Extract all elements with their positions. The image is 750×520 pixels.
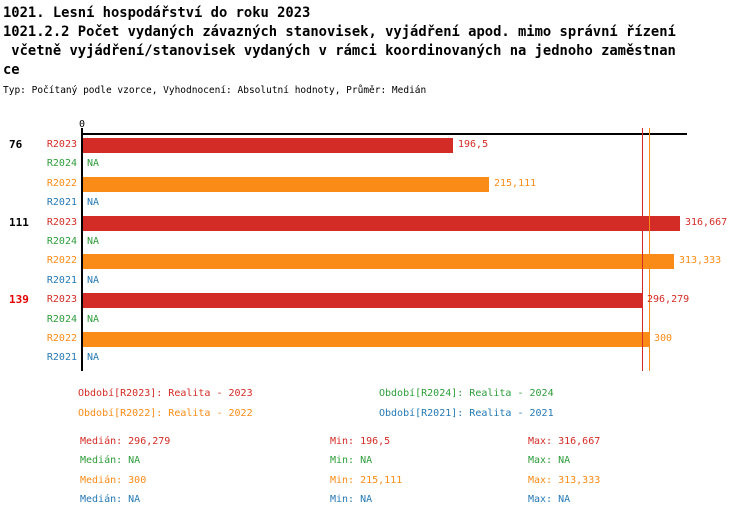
series-tick-label: R2022 <box>46 255 77 267</box>
min-stat-blue: Min: NA <box>330 494 373 505</box>
x-axis-zero-tick-label: 0 <box>78 119 86 130</box>
series-tick-label: R2022 <box>46 333 77 344</box>
series-tick-label: R2021 <box>46 352 77 364</box>
max-stat-green: Max: NA <box>528 455 571 466</box>
x-axis-line <box>81 133 687 135</box>
group-label: 139 <box>9 293 29 307</box>
max-stat-orange: Max: 313,333 <box>528 475 601 486</box>
bar-r2022-group2 <box>83 254 674 270</box>
chart-subtitle: Typ: Počítaný podle vzorce, Vyhodnocení:… <box>3 85 427 96</box>
chart-title-line4: ce <box>3 62 20 78</box>
chart-title-line3: včetně vyjádření/stanovisek vydaných v r… <box>3 43 676 59</box>
max-stat-red: Max: 316,667 <box>528 436 601 447</box>
series-tick-label: R2023 <box>46 139 77 150</box>
median-stat-orange: Medián: 300 <box>80 475 147 486</box>
group-label: 76 <box>9 138 23 151</box>
max-stat-blue: Max: NA <box>528 494 571 505</box>
series-tick-label: R2022 <box>46 177 77 189</box>
bar-value-label: 196,5 <box>458 139 489 150</box>
min-stat-orange: Min: 215,111 <box>330 475 403 486</box>
series-tick-label: R2024 <box>46 313 77 325</box>
series-tick-label: R2024 <box>46 236 77 247</box>
bar-value-label: 316,667 <box>685 216 728 228</box>
median-stat-green: Medián: NA <box>80 455 141 466</box>
legend-item-orange: Období[R2022]: Realita - 2022 <box>78 408 253 419</box>
series-tick-label: R2024 <box>46 158 77 170</box>
median-stat-red: Medián: 296,279 <box>80 436 171 447</box>
na-value-label: NA <box>87 352 100 364</box>
bar-r2023-group1 <box>83 138 453 153</box>
na-value-label: NA <box>87 236 100 247</box>
na-value-label: NA <box>87 196 100 208</box>
legend-item-blue: Období[R2021]: Realita - 2021 <box>379 408 554 419</box>
na-value-label: NA <box>87 158 100 170</box>
median-line-red <box>642 128 643 371</box>
group-label: 111 <box>9 215 29 229</box>
na-value-label: NA <box>87 274 100 286</box>
bar-value-label: 313,333 <box>679 255 722 267</box>
bar-r2022-group1 <box>83 176 489 192</box>
series-tick-label: R2021 <box>46 274 77 286</box>
chart-title-line1: 1021. Lesní hospodářství do roku 2023 <box>3 5 311 21</box>
bar-r2023-group2 <box>83 215 680 231</box>
na-value-label: NA <box>87 313 100 325</box>
median-line-orange <box>649 128 650 371</box>
bar-value-label: 300 <box>654 333 673 344</box>
min-stat-green: Min: NA <box>330 455 373 466</box>
series-tick-label: R2021 <box>46 196 77 208</box>
y-axis-line <box>81 128 83 371</box>
legend-item-green: Období[R2024]: Realita - 2024 <box>379 388 554 399</box>
min-stat-red: Min: 196,5 <box>330 436 391 447</box>
legend-item-red: Období[R2023]: Realita - 2023 <box>78 388 253 399</box>
bar-value-label: 296,279 <box>647 294 690 306</box>
series-tick-label: R2023 <box>46 216 77 228</box>
chart-title-line2: 1021.2.2 Počet vydaných závazných stanov… <box>3 24 676 40</box>
median-stat-blue: Medián: NA <box>80 494 141 505</box>
bar-r2022-group3 <box>83 332 649 347</box>
bar-r2023-group3 <box>83 293 642 309</box>
series-tick-label: R2023 <box>46 294 77 306</box>
bar-value-label: 215,111 <box>494 177 537 189</box>
